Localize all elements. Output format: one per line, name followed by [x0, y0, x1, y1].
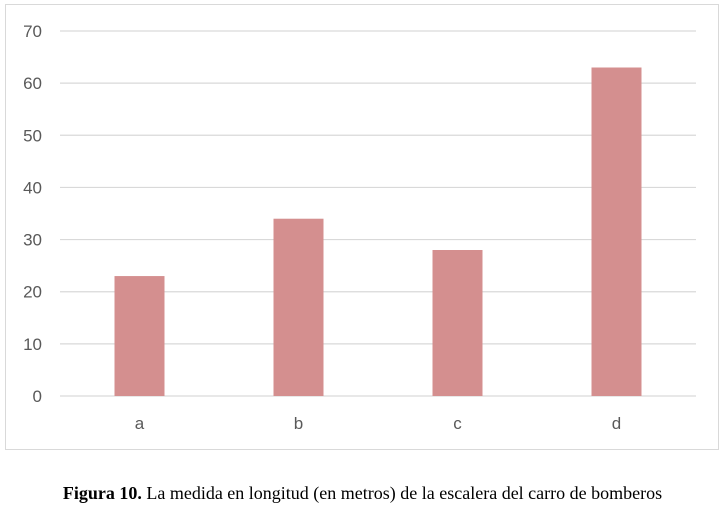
bar-b	[273, 218, 324, 396]
gridlines	[60, 30, 696, 397]
bar-c	[432, 250, 483, 396]
caption-text: La medida en longitud (en metros) de la …	[146, 483, 663, 503]
y-tick-label: 20	[23, 283, 42, 302]
y-tick-label: 30	[23, 231, 42, 250]
bar-a	[114, 276, 165, 396]
y-tick-label: 10	[23, 335, 42, 354]
x-tick-label: b	[294, 414, 303, 433]
x-tick-label: c	[453, 414, 462, 433]
caption-label: Figura 10.	[62, 483, 142, 503]
x-axis-ticks: a b c d	[135, 414, 621, 433]
y-tick-label: 0	[33, 387, 42, 406]
y-tick-label: 40	[23, 178, 42, 197]
y-tick-label: 70	[23, 22, 42, 41]
y-axis-ticks: 0 10 20 30 40 50 60 70	[23, 22, 42, 406]
bars	[114, 67, 642, 396]
figure-caption: Figura 10. La medida en longitud (en met…	[0, 483, 725, 504]
x-tick-label: a	[135, 414, 145, 433]
y-tick-label: 50	[23, 126, 42, 145]
y-tick-label: 60	[23, 74, 42, 93]
bar-d	[591, 67, 642, 396]
bar-chart: 0 10 20 30 40 50 60 70 a b c d	[23, 22, 696, 433]
x-tick-label: d	[612, 414, 621, 433]
